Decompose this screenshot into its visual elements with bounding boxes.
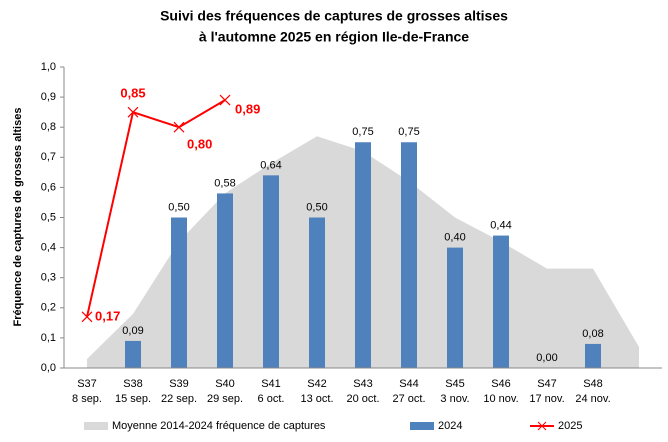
y-tick-label: 0,4 [41,242,56,254]
x-tick-label: 29 sep. [207,393,243,405]
legend-swatch [410,422,434,430]
x-tick-label: 20 oct. [346,393,379,405]
y-axis-label: Fréquence de captures de grosses altises [12,108,24,327]
bar [493,235,509,368]
bar [447,247,463,368]
x-tick-label: S45 [445,378,465,390]
bar [401,142,417,368]
y-tick-label: 0,8 [41,121,56,133]
x-tick-label: S37 [77,378,97,390]
legend-label: 2025 [558,420,582,432]
y-tick-label: 1,0 [41,61,56,73]
x-tick-label: 10 nov. [483,393,518,405]
data-label: 0,58 [214,177,235,189]
data-label: 0,09 [122,325,143,337]
x-tick-label: S41 [261,378,281,390]
bar [217,193,233,368]
x-tick-label: S47 [537,378,557,390]
marker [173,121,185,133]
legend-swatch [537,421,547,431]
bar [125,340,141,368]
x-tick-label: 3 nov. [440,393,469,405]
data-label: 0,17 [95,308,120,323]
y-tick-label: 0,5 [41,211,56,223]
data-label: 0,75 [352,126,373,138]
data-label: 0,50 [168,201,189,213]
data-label: 0,64 [260,159,281,171]
data-label: 0,80 [187,137,212,152]
chart-title: à l'automne 2025 en région Ile-de-France [199,29,469,45]
legend-label: 2024 [438,420,462,432]
x-tick-label: 27 oct. [392,393,425,405]
x-tick-label: S44 [399,378,419,390]
x-tick-label: 24 nov. [575,393,610,405]
y-tick-label: 0,0 [41,362,56,374]
chart-title: Suivi des fréquences de captures de gros… [160,8,508,24]
x-tick-label: 8 sep. [72,393,102,405]
data-label: 0,50 [306,201,327,213]
marker [219,94,231,106]
bar [585,343,601,368]
bar [309,217,325,368]
legend-swatch [84,422,108,430]
data-label: 0,85 [120,86,145,101]
data-label: 0,89 [235,102,260,117]
legend-label: Moyenne 2014-2024 fréquence de captures [112,420,326,432]
y-tick-label: 0,6 [41,181,56,193]
data-label: 0,00 [536,352,557,364]
y-tick-label: 0,7 [41,151,56,163]
x-tick-label: S48 [583,378,603,390]
data-label: 0,75 [398,126,419,138]
y-tick-label: 0,1 [41,332,56,344]
y-tick-label: 0,9 [41,91,56,103]
x-tick-label: S39 [169,378,189,390]
y-tick-label: 0,3 [41,272,56,284]
bar [263,175,279,368]
bar [171,217,187,368]
x-tick-label: S42 [307,378,327,390]
x-tick-label: 15 sep. [115,393,151,405]
x-tick-label: S38 [123,378,143,390]
x-tick-label: 17 nov. [529,393,564,405]
x-tick-label: 22 sep. [161,393,197,405]
x-tick-label: S40 [215,378,235,390]
x-tick-label: S43 [353,378,373,390]
x-tick-label: 6 oct. [258,393,285,405]
x-tick-label: S46 [491,378,511,390]
marker [81,311,93,323]
bar [355,142,371,368]
x-tick-label: 13 oct. [300,393,333,405]
y-tick-label: 0,2 [41,302,56,314]
data-label: 0,08 [582,328,603,340]
data-label: 0,44 [490,219,511,231]
line [86,99,226,318]
data-label: 0,40 [444,232,465,244]
marker [127,106,139,118]
